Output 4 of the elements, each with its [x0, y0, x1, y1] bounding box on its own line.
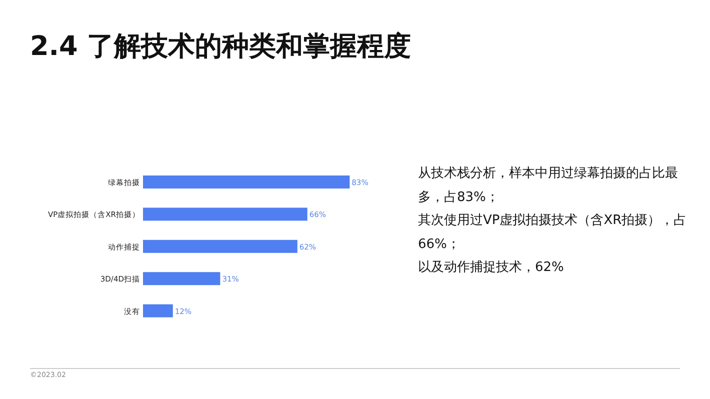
chart-title: 2.4 了解技术的种类和掌握程度: [30, 30, 412, 64]
text: 以及动作捕捉技术，62%: [418, 259, 565, 277]
text: 从技术栈分析，样本中用过绿幕拍摄的占比最多，占83%；: [418, 165, 679, 206]
text: 其次使用过VP虚拟拍摄技术（含XR拍摄），占66%；: [418, 212, 688, 254]
